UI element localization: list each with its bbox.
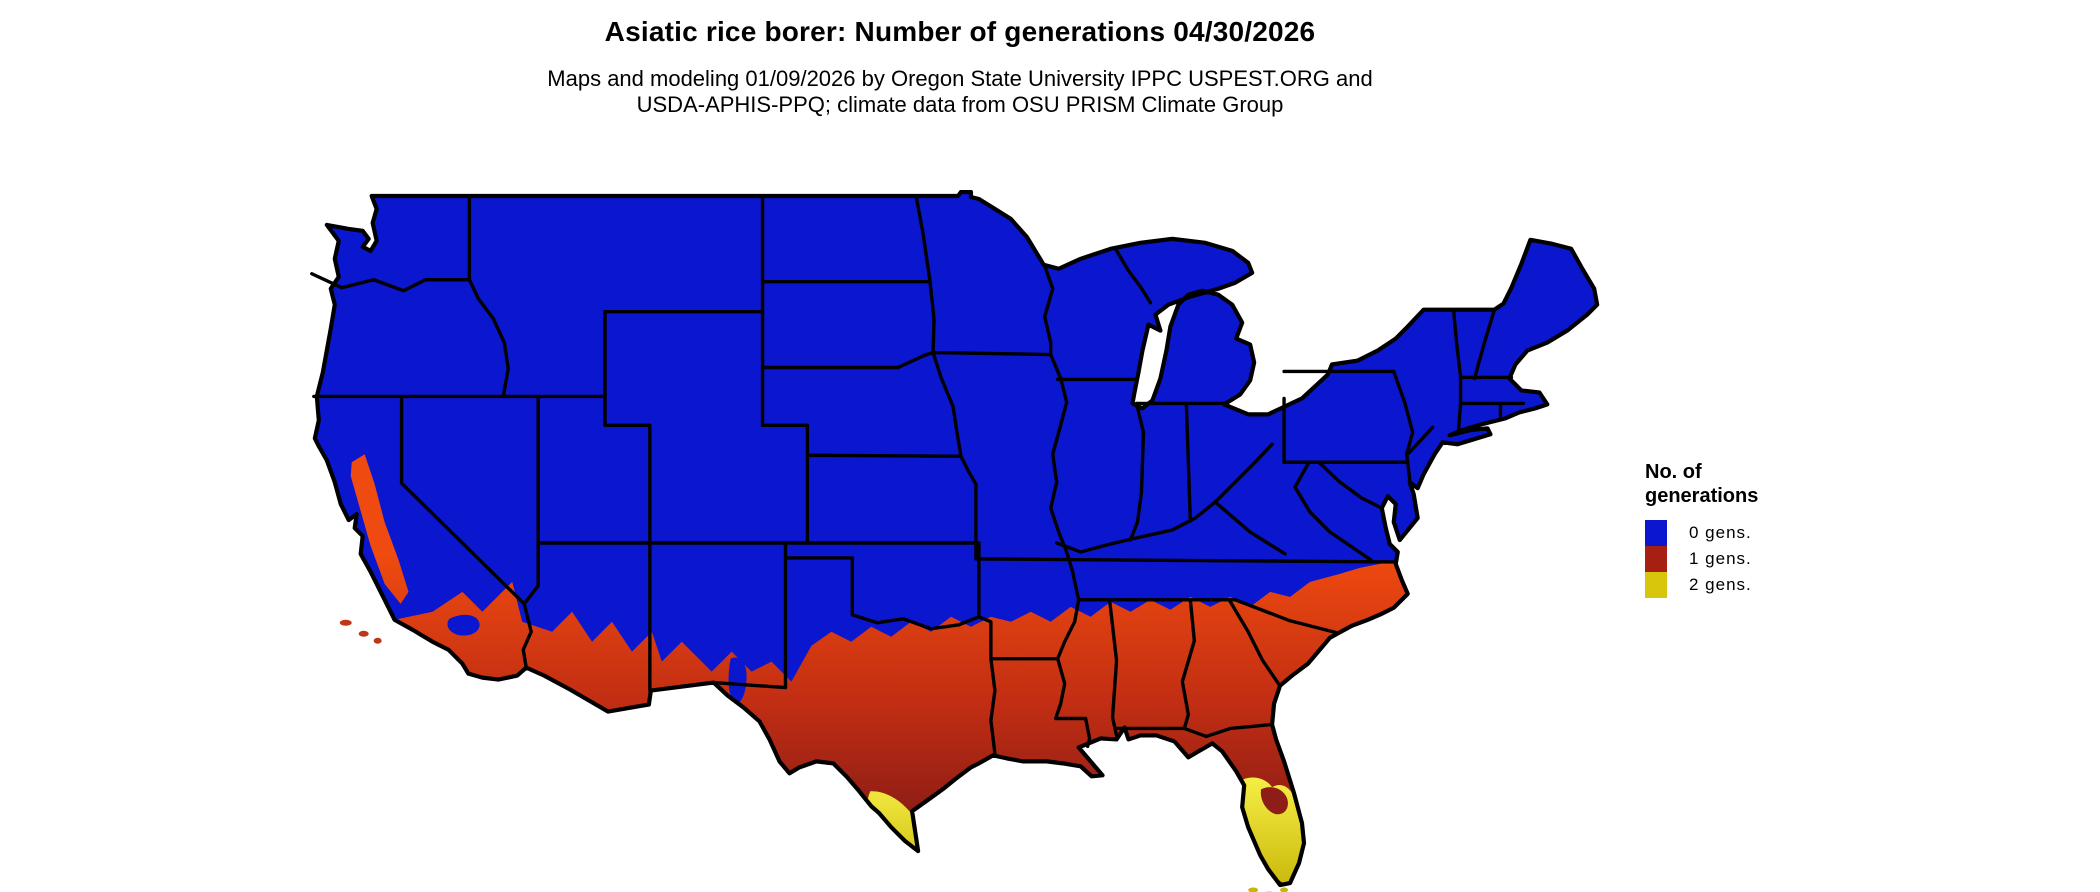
national-outline — [312, 190, 1600, 888]
zero-gen-region — [314, 191, 1598, 886]
state-borders — [310, 194, 1526, 756]
header: Asiatic rice borer: Number of generation… — [0, 16, 1920, 118]
legend-title: No. of generations — [1645, 460, 1865, 508]
us-map — [310, 190, 1600, 892]
florida-maroon-enclave — [1260, 787, 1288, 815]
legend-body: 0 gens. 1 gens. 2 gens. — [1645, 520, 1865, 598]
page-title: Asiatic rice borer: Number of generation… — [604, 16, 1316, 47]
legend-swatches — [1645, 520, 1667, 598]
legend-title-line-1: No. of — [1645, 461, 1702, 483]
channel-islands — [339, 619, 382, 644]
legend-swatch-2-gens — [1645, 572, 1667, 598]
legend-label-0-gens: 0 gens. — [1689, 523, 1752, 542]
legend: No. of generations 0 gens. 1 gens. 2 gen… — [1645, 460, 1865, 598]
subtitle-line-1: Maps and modeling 01/09/2026 by Oregon S… — [547, 66, 1373, 91]
blue-enclaves — [447, 610, 747, 743]
legend-label-1-gens: 1 gens. — [1689, 549, 1752, 568]
legend-swatch-1-gens — [1645, 546, 1667, 572]
florida-keys — [1248, 887, 1289, 892]
central-valley-region — [350, 454, 409, 604]
us-map-svg — [310, 190, 1600, 892]
subtitle-line-2: USDA-APHIS-PPQ; climate data from OSU PR… — [636, 92, 1284, 117]
legend-label-2-gens: 2 gens. — [1689, 575, 1752, 594]
legend-title-line-2: generations — [1645, 485, 1759, 507]
legend-swatch-0-gens — [1645, 520, 1667, 546]
